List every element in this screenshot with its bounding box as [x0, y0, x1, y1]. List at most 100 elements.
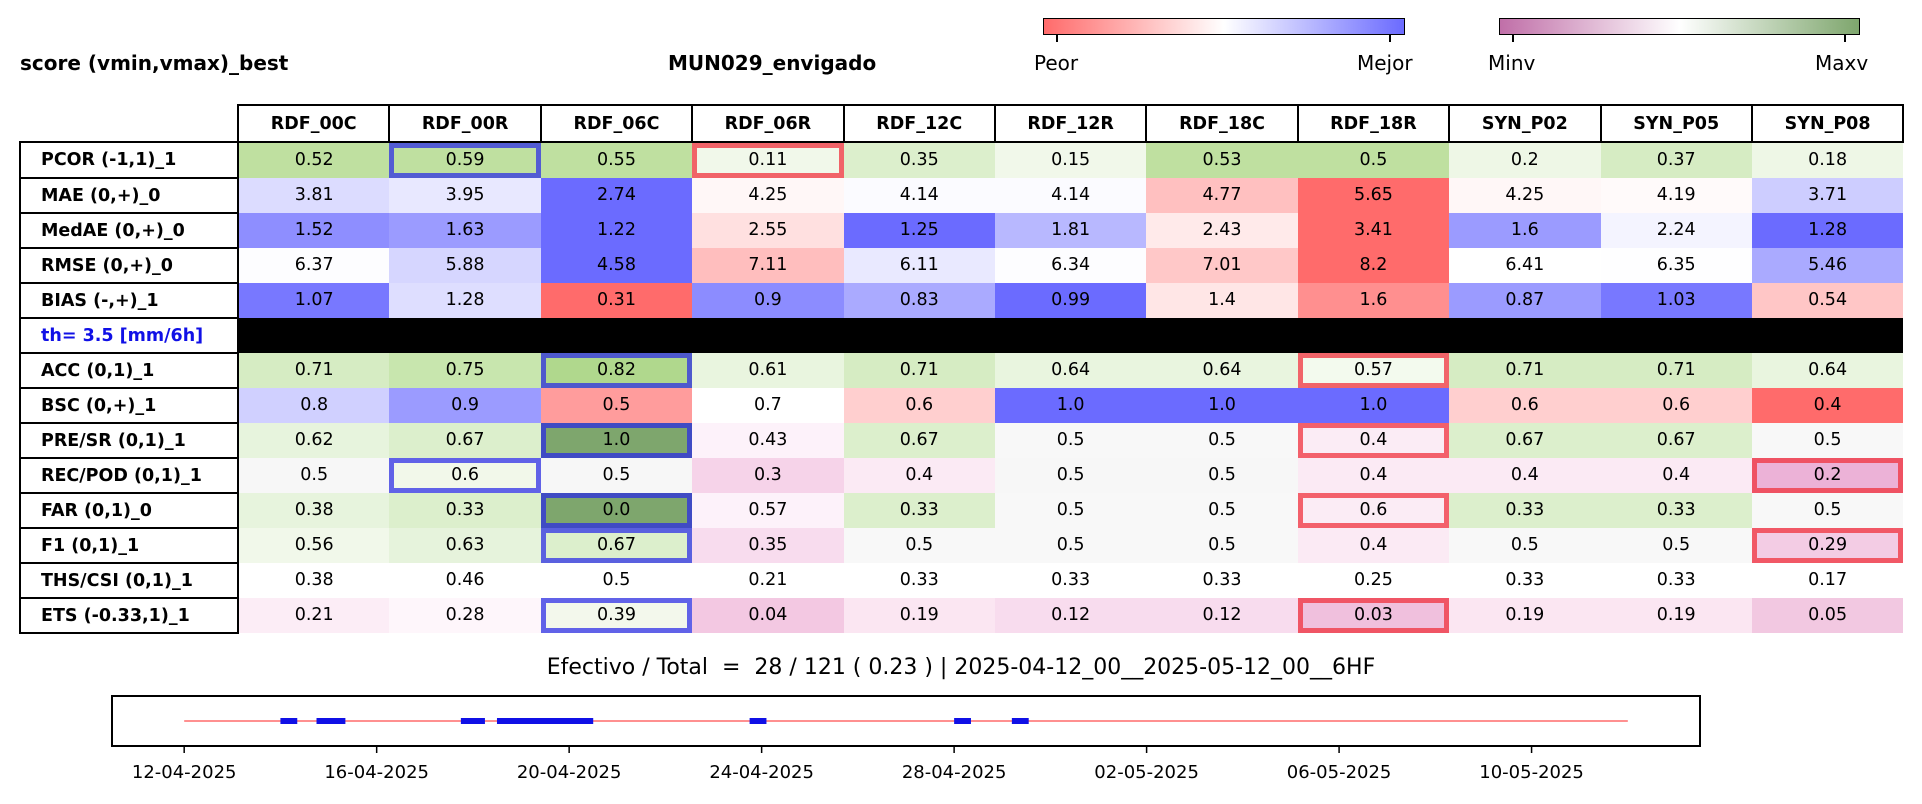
score-value: 0.53 — [1202, 150, 1242, 170]
corner-blank — [20, 105, 238, 142]
score-value: 0.6 — [1297, 493, 1450, 528]
score-value: 1.22 — [596, 220, 636, 240]
score-cell: 0.4 — [1751, 388, 1904, 423]
score-value: 1.4 — [1208, 290, 1236, 310]
table-row: FAR (0,1)_0 0.38 0.33 0.0 0.57 0.33 0.5 0.5 0.6 0… — [19, 492, 1904, 529]
column-header: RDF_00R — [388, 104, 542, 143]
score-value: 1.07 — [294, 290, 334, 310]
row-label: ETS (-0.33,1)_1 — [19, 597, 239, 634]
score-cell: 1.25 — [843, 213, 995, 248]
score-value: 4.14 — [899, 185, 939, 205]
column-header: RDF_12C — [842, 104, 996, 143]
table-row: REC/POD (0,1)_1 0.5 0.6 0.5 0.3 0.4 0.5 0.5 0.4 0… — [19, 457, 1904, 494]
score-cell: 0.46 — [389, 563, 541, 598]
score-cell: 0.15 — [994, 142, 1147, 178]
score-value: 1.28 — [445, 290, 485, 310]
score-value: 0.67 — [1656, 430, 1696, 450]
score-cell: 0.62 — [238, 423, 390, 458]
score-value: 0.04 — [748, 605, 788, 625]
score-value: 0.8 — [300, 395, 329, 415]
score-value: 0.17 — [1808, 570, 1848, 590]
score-value: 0.52 — [294, 150, 334, 170]
score-cell: 0.9 — [389, 388, 541, 423]
threshold-separator — [238, 318, 1904, 353]
score-value: 0.7 — [753, 395, 782, 415]
table-row: ACC (0,1)_1 0.71 0.75 0.82 0.61 0.71 0.64 0.64 0… — [19, 352, 1904, 389]
score-value: 1.0 — [1359, 395, 1388, 415]
x-tick-label: 16-04-2025 — [324, 762, 429, 783]
column-header: RDF_12R — [993, 104, 1148, 143]
row-label: FAR (0,1)_0 — [19, 492, 239, 529]
score-cell: 1.6 — [1449, 213, 1601, 248]
table-row: THS/CSI (0,1)_1 0.38 0.46 0.5 0.21 0.33 0.33 0.… — [19, 562, 1904, 599]
score-cell: 1.0 — [1146, 388, 1298, 423]
score-cell: 0.12 — [1146, 598, 1298, 633]
score-value: 0.12 — [1202, 605, 1242, 625]
score-value: 0.35 — [748, 535, 788, 555]
column-header: RDF_06C — [539, 104, 694, 143]
score-value: 4.25 — [1505, 185, 1545, 205]
score-cell: 8.2 — [1297, 248, 1450, 283]
score-value: 0.64 — [1808, 360, 1848, 380]
score-cell: 2.55 — [692, 213, 844, 248]
score-cell: 0.0 — [540, 493, 693, 528]
score-value: 0.5 — [1813, 500, 1842, 520]
score-value: 2.74 — [596, 185, 636, 205]
score-cell: 0.57 — [1297, 353, 1450, 388]
score-value: 0.67 — [540, 528, 693, 563]
score-cell: 0.38 — [238, 563, 390, 598]
score-cell: 0.6 — [389, 458, 541, 493]
score-title: score (vmin,vmax)_best — [20, 51, 289, 75]
score-value: 5.88 — [445, 255, 485, 275]
column-header: RDF_00C — [236, 104, 391, 143]
score-value: 0.6 — [1510, 395, 1539, 415]
score-cell: 5.46 — [1751, 248, 1904, 283]
score-value: 0.21 — [294, 605, 334, 625]
score-value: 0.31 — [596, 290, 636, 310]
score-cell: 1.0 — [540, 423, 693, 458]
score-value: 5.46 — [1808, 255, 1848, 275]
x-tick-label: 28-04-2025 — [902, 762, 1007, 783]
score-value: 0.71 — [294, 360, 334, 380]
row-label: THS/CSI (0,1)_1 — [19, 562, 239, 599]
score-cell: 0.6 — [1297, 493, 1450, 528]
score-cell: 0.5 — [1751, 493, 1904, 528]
score-cell: 4.14 — [843, 178, 995, 213]
score-cell: 0.17 — [1751, 563, 1904, 598]
table-row: F1 (0,1)_1 0.56 0.63 0.67 0.35 0.5 0.5 0.5 0.4 0.… — [19, 527, 1904, 564]
column-header: RDF_18C — [1145, 104, 1299, 143]
score-value: 3.81 — [294, 185, 334, 205]
score-cell: 0.61 — [692, 353, 844, 388]
score-value: 3.95 — [445, 185, 485, 205]
score-cell: 6.41 — [1449, 248, 1601, 283]
score-cell: 0.67 — [843, 423, 995, 458]
score-cell: 0.21 — [238, 598, 390, 633]
score-value: 1.63 — [445, 220, 485, 240]
score-value: 0.5 — [1208, 535, 1236, 555]
score-cell: 0.67 — [540, 528, 693, 563]
score-cell: 6.37 — [238, 248, 390, 283]
row-label: MedAE (0,+)_0 — [19, 212, 239, 249]
score-value: 0.54 — [1808, 290, 1848, 310]
score-value: 0.83 — [899, 290, 939, 310]
score-value: 0.38 — [294, 500, 334, 520]
score-cell: 3.81 — [238, 178, 390, 213]
threshold-row: th= 3.5 [mm/6h] — [19, 317, 1904, 354]
x-tick-label: 24-04-2025 — [709, 762, 814, 783]
score-cell: 0.33 — [1449, 493, 1601, 528]
score-cell: 0.71 — [1600, 353, 1752, 388]
score-cell: 3.95 — [389, 178, 541, 213]
score-cell: 0.5 — [238, 458, 390, 493]
score-value: 0.61 — [748, 360, 788, 380]
score-cell: 0.83 — [843, 283, 995, 318]
column-header: SYN_P08 — [1750, 104, 1905, 143]
score-value: 0.5 — [1813, 430, 1842, 450]
score-value: 0.0 — [540, 493, 693, 528]
score-value: 0.43 — [748, 430, 788, 450]
maxv-label: Maxv — [1815, 51, 1869, 75]
score-cell: 0.5 — [1449, 528, 1601, 563]
score-value: 0.57 — [1297, 353, 1450, 388]
score-cell: 0.37 — [1600, 142, 1752, 178]
score-value: 7.11 — [748, 255, 788, 275]
score-cell: 0.39 — [540, 598, 693, 633]
